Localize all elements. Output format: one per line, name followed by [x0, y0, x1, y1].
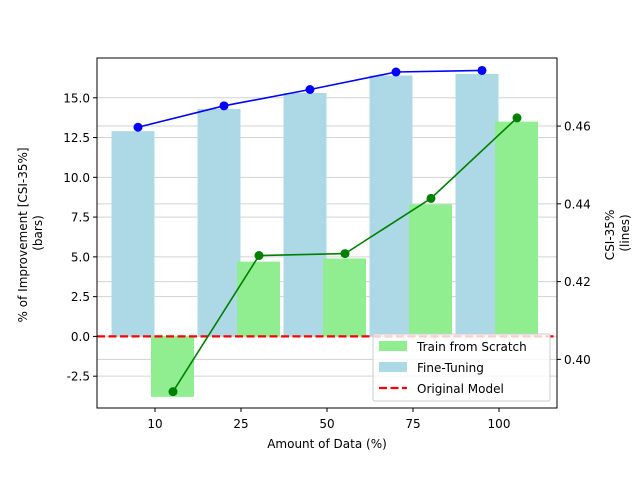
lines: [133, 65, 522, 397]
line-train-from-scratch-point: [426, 193, 436, 203]
y-left-tick-label: 2.5: [71, 290, 90, 304]
y-right-tick-label: 0.42: [564, 275, 591, 289]
line-fine-tuning-point: [391, 67, 401, 77]
line-train-from-scratch-point: [340, 249, 350, 259]
y-left-tick-label: 10.0: [63, 171, 90, 185]
bar-fine-tuning: [111, 131, 155, 337]
x-axis-label: Amount of Data (%): [267, 437, 387, 451]
y-axis-left-label-line2: (bars): [31, 215, 45, 251]
x-tick-label: 10: [147, 417, 162, 431]
y-left-tick-label: 7.5: [71, 211, 90, 225]
legend: Train from Scratch Fine-Tuning Original …: [372, 333, 551, 402]
bar-train-from-scratch: [495, 121, 538, 337]
line-fine-tuning-point: [219, 101, 229, 111]
bars: [111, 73, 538, 397]
ticks: 10 25 50 75 100 -2.5 0.0 2.5 5.0 7.5 10.0 12.5 15.0 0…: [63, 91, 590, 431]
legend-swatch-fine-tuning: [379, 362, 407, 372]
bar-fine-tuning: [455, 73, 499, 337]
line-fine-tuning-point: [305, 85, 315, 94]
x-tick-label: 100: [488, 417, 511, 431]
bar-train-from-scratch: [237, 261, 280, 337]
y-right-tick-label: 0.46: [564, 120, 591, 134]
legend-swatch-train-from-scratch: [379, 341, 407, 351]
bar-train-from-scratch: [151, 336, 194, 397]
y-axis-right-label: CSI-35% (lines): [603, 206, 632, 260]
line-train-from-scratch-point: [168, 387, 178, 397]
x-tick-label: 25: [233, 417, 248, 431]
y-left-tick-label: -2.5: [67, 370, 90, 384]
y-right-tick-label: 0.40: [564, 353, 591, 367]
legend-label-original-model: Original Model: [417, 382, 504, 396]
y-right-tick-label: 0.44: [564, 197, 591, 211]
legend-label-train-from-scratch: Train from Scratch: [416, 340, 527, 354]
y-left-tick-label: 0.0: [71, 330, 90, 344]
line-train-from-scratch-point: [512, 113, 522, 123]
x-tick-label: 50: [319, 417, 334, 431]
bar-fine-tuning: [369, 75, 413, 337]
y-left-tick-label: 15.0: [63, 91, 90, 105]
bar-train-from-scratch: [409, 204, 452, 337]
line-fine-tuning-point: [477, 65, 487, 75]
y-axis-left-label: % of Improvement [CSI-35%] (bars): [16, 144, 45, 323]
y-left-tick-label: 5.0: [71, 250, 90, 264]
bar-train-from-scratch: [323, 258, 366, 337]
line-train-from-scratch-point: [254, 251, 264, 261]
legend-box: [372, 333, 551, 402]
legend-label-fine-tuning: Fine-Tuning: [417, 361, 484, 375]
y-axis-right-label-line1: CSI-35%: [603, 210, 617, 261]
line-fine-tuning-point: [133, 122, 143, 132]
y-axis-left-label-line1: % of Improvement [CSI-35%]: [16, 147, 30, 322]
bar-fine-tuning: [197, 108, 241, 337]
x-tick-label: 75: [405, 417, 420, 431]
bar-fine-tuning: [283, 93, 327, 337]
y-left-tick-label: 12.5: [63, 131, 90, 145]
y-axis-right-label-line2: (lines): [618, 214, 632, 251]
